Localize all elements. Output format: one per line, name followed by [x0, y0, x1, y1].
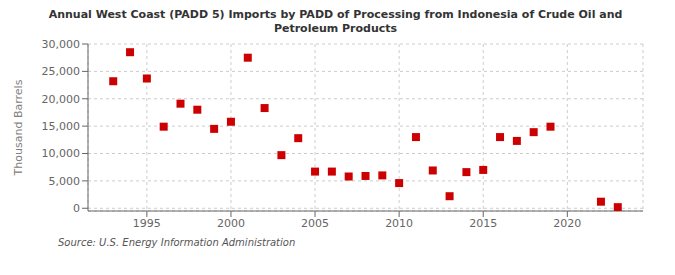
svg-text:2000: 2000 — [217, 217, 245, 230]
html-text:Source: U.S. Energy Informatio: Source: U.S. Energy Information Administ… — [58, 237, 296, 248]
svg-text:15,000: 15,000 — [42, 120, 81, 133]
svg-text:20,000: 20,000 — [42, 93, 81, 106]
svg-text:1995: 1995 — [133, 217, 161, 230]
svg-text:25,000: 25,000 — [42, 65, 81, 78]
svg-text:30,000: 30,000 — [42, 38, 81, 51]
html-text:Annual West Coast (PADD 5) Imp: Annual West Coast (PADD 5) Imports by PA… — [48, 8, 623, 21]
svg-text:2020: 2020 — [553, 217, 581, 230]
svg-text:5,000: 5,000 — [49, 175, 81, 188]
svg-text:2005: 2005 — [301, 217, 329, 230]
svg-text:Thousand Barrels: Thousand Barrels — [12, 79, 25, 176]
svg-text:2010: 2010 — [385, 217, 413, 230]
svg-text:2015: 2015 — [469, 217, 497, 230]
html-text:Petroleum Products: Petroleum Products — [273, 22, 398, 35]
svg-text:0: 0 — [73, 202, 80, 215]
svg-text:10,000: 10,000 — [42, 147, 81, 160]
